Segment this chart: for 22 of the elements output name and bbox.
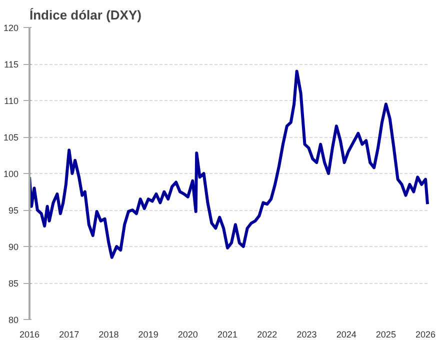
chart-title: Índice dólar (DXY) [30, 8, 142, 22]
y-tick-label: 110 [4, 96, 19, 106]
x-tick-label: 2025 [376, 330, 396, 340]
x-tick-label: 2020 [178, 330, 198, 340]
y-tick-label: 85 [8, 278, 19, 288]
x-tick-label: 2026 [416, 330, 436, 340]
x-tick-label: 2023 [296, 330, 317, 340]
line-series [30, 70, 430, 259]
x-tick-label: 2021 [218, 330, 238, 340]
y-tick-label: 100 [3, 169, 19, 179]
y-tick-label: 105 [3, 132, 19, 142]
x-tick-label: 2018 [98, 330, 119, 340]
x-tick-label: 2022 [257, 330, 278, 340]
y-tick-label: 80 [8, 315, 19, 325]
x-tick-label: 2017 [59, 330, 80, 340]
x-tick-label: 2019 [138, 330, 158, 340]
y-tick-label: 90 [8, 242, 19, 252]
y-tick-label: 95 [8, 206, 19, 216]
y-tick-label: 115 [4, 60, 19, 70]
x-tick-label: 2024 [336, 330, 356, 340]
x-tick-label: 2016 [19, 330, 40, 340]
y-tick-label: 120 [3, 23, 19, 33]
